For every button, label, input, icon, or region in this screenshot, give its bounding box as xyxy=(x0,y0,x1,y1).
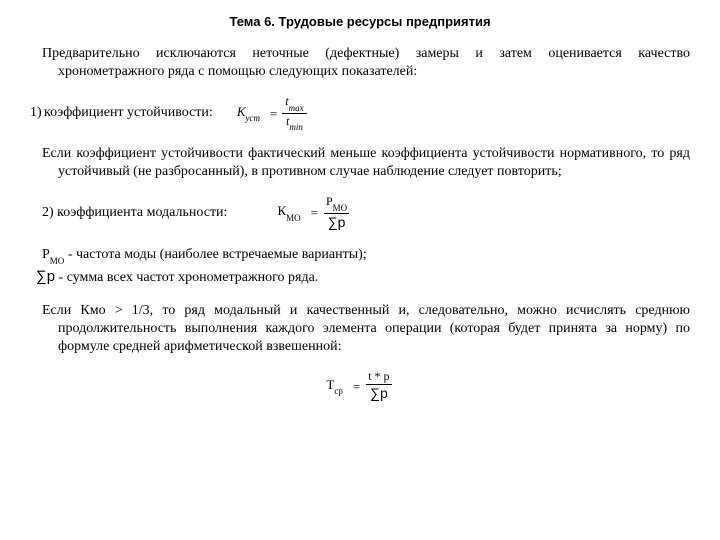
sym-tcp: ср xyxy=(334,386,343,396)
formula-avg-frac: t * p ∑p xyxy=(364,370,393,402)
formula-avg-lhs: Tср xyxy=(326,378,348,395)
frac-den-3: ∑p xyxy=(366,384,392,401)
formula-modality-frac: РМО ∑р xyxy=(322,195,351,230)
frac-den: tmin xyxy=(282,113,307,131)
sym-kmo: МО xyxy=(286,213,301,223)
sym-pmo: МО xyxy=(333,203,348,213)
notation-sum: ∑р - сумма всех частот хронометражного р… xyxy=(30,267,690,287)
sym-k2: К xyxy=(277,203,286,218)
formula-stability-lhs: Куст xyxy=(237,105,266,122)
modality-explain: Если Кмо > 1/3, то ряд модальный и качес… xyxy=(30,302,690,357)
equals-sign-2: = xyxy=(307,206,322,219)
formula-stability: Куст = tmax tmin xyxy=(237,95,308,131)
sym-sum-p: ∑р xyxy=(328,214,346,230)
frac-num-3: t * p xyxy=(364,370,393,384)
item-1-number: 1) xyxy=(30,105,44,121)
item-2-row: 2) коэффициента модальности: КМО = РМО ∑… xyxy=(30,195,690,230)
equals-sign: = xyxy=(266,107,281,120)
equals-sign-3: = xyxy=(349,380,364,393)
sym-tmax: max xyxy=(289,103,304,113)
notation-pmo-sub: МО xyxy=(50,256,65,266)
item-2-text: 2) коэффициента модальности: xyxy=(30,205,277,221)
stability-explain: Если коэффициент устойчивости фактически… xyxy=(30,145,690,181)
item-1-row: 1) коэффициент устойчивости: Куст = tmax… xyxy=(30,95,690,131)
notation-sum-text: - сумма всех частот хронометражного ряда… xyxy=(55,270,318,285)
frac-num: tmax xyxy=(281,95,307,112)
sym-sum-p2: ∑p xyxy=(370,385,388,401)
formula-avg-block: Tср = t * p ∑p xyxy=(30,370,690,402)
item-1-text: коэффициент устойчивости: xyxy=(44,105,237,121)
formula-avg: Tср = t * p ∑p xyxy=(326,370,393,402)
formula-modality: КМО = РМО ∑р xyxy=(277,195,351,230)
notation-pmo: РМО - частота моды (наиболее встречаемые… xyxy=(30,246,690,265)
formula-stability-frac: tmax tmin xyxy=(281,95,307,131)
notation-pmo-sym: Р xyxy=(42,247,50,262)
notation-pmo-text: - частота моды (наиболее встречаемые вар… xyxy=(64,247,366,262)
frac-num-2: РМО xyxy=(322,195,351,212)
sym-k-sub: уст xyxy=(245,113,260,123)
sym-p: Р xyxy=(326,194,333,208)
sym-tmin: min xyxy=(289,122,303,132)
frac-den-2: ∑р xyxy=(324,213,350,230)
formula-modality-lhs: КМО xyxy=(277,204,306,221)
notation-sum-sym: ∑р xyxy=(30,268,55,285)
page-title: Тема 6. Трудовые ресурсы предприятия xyxy=(30,14,690,29)
intro-paragraph: Предварительно исключаются неточные (деф… xyxy=(30,45,690,81)
